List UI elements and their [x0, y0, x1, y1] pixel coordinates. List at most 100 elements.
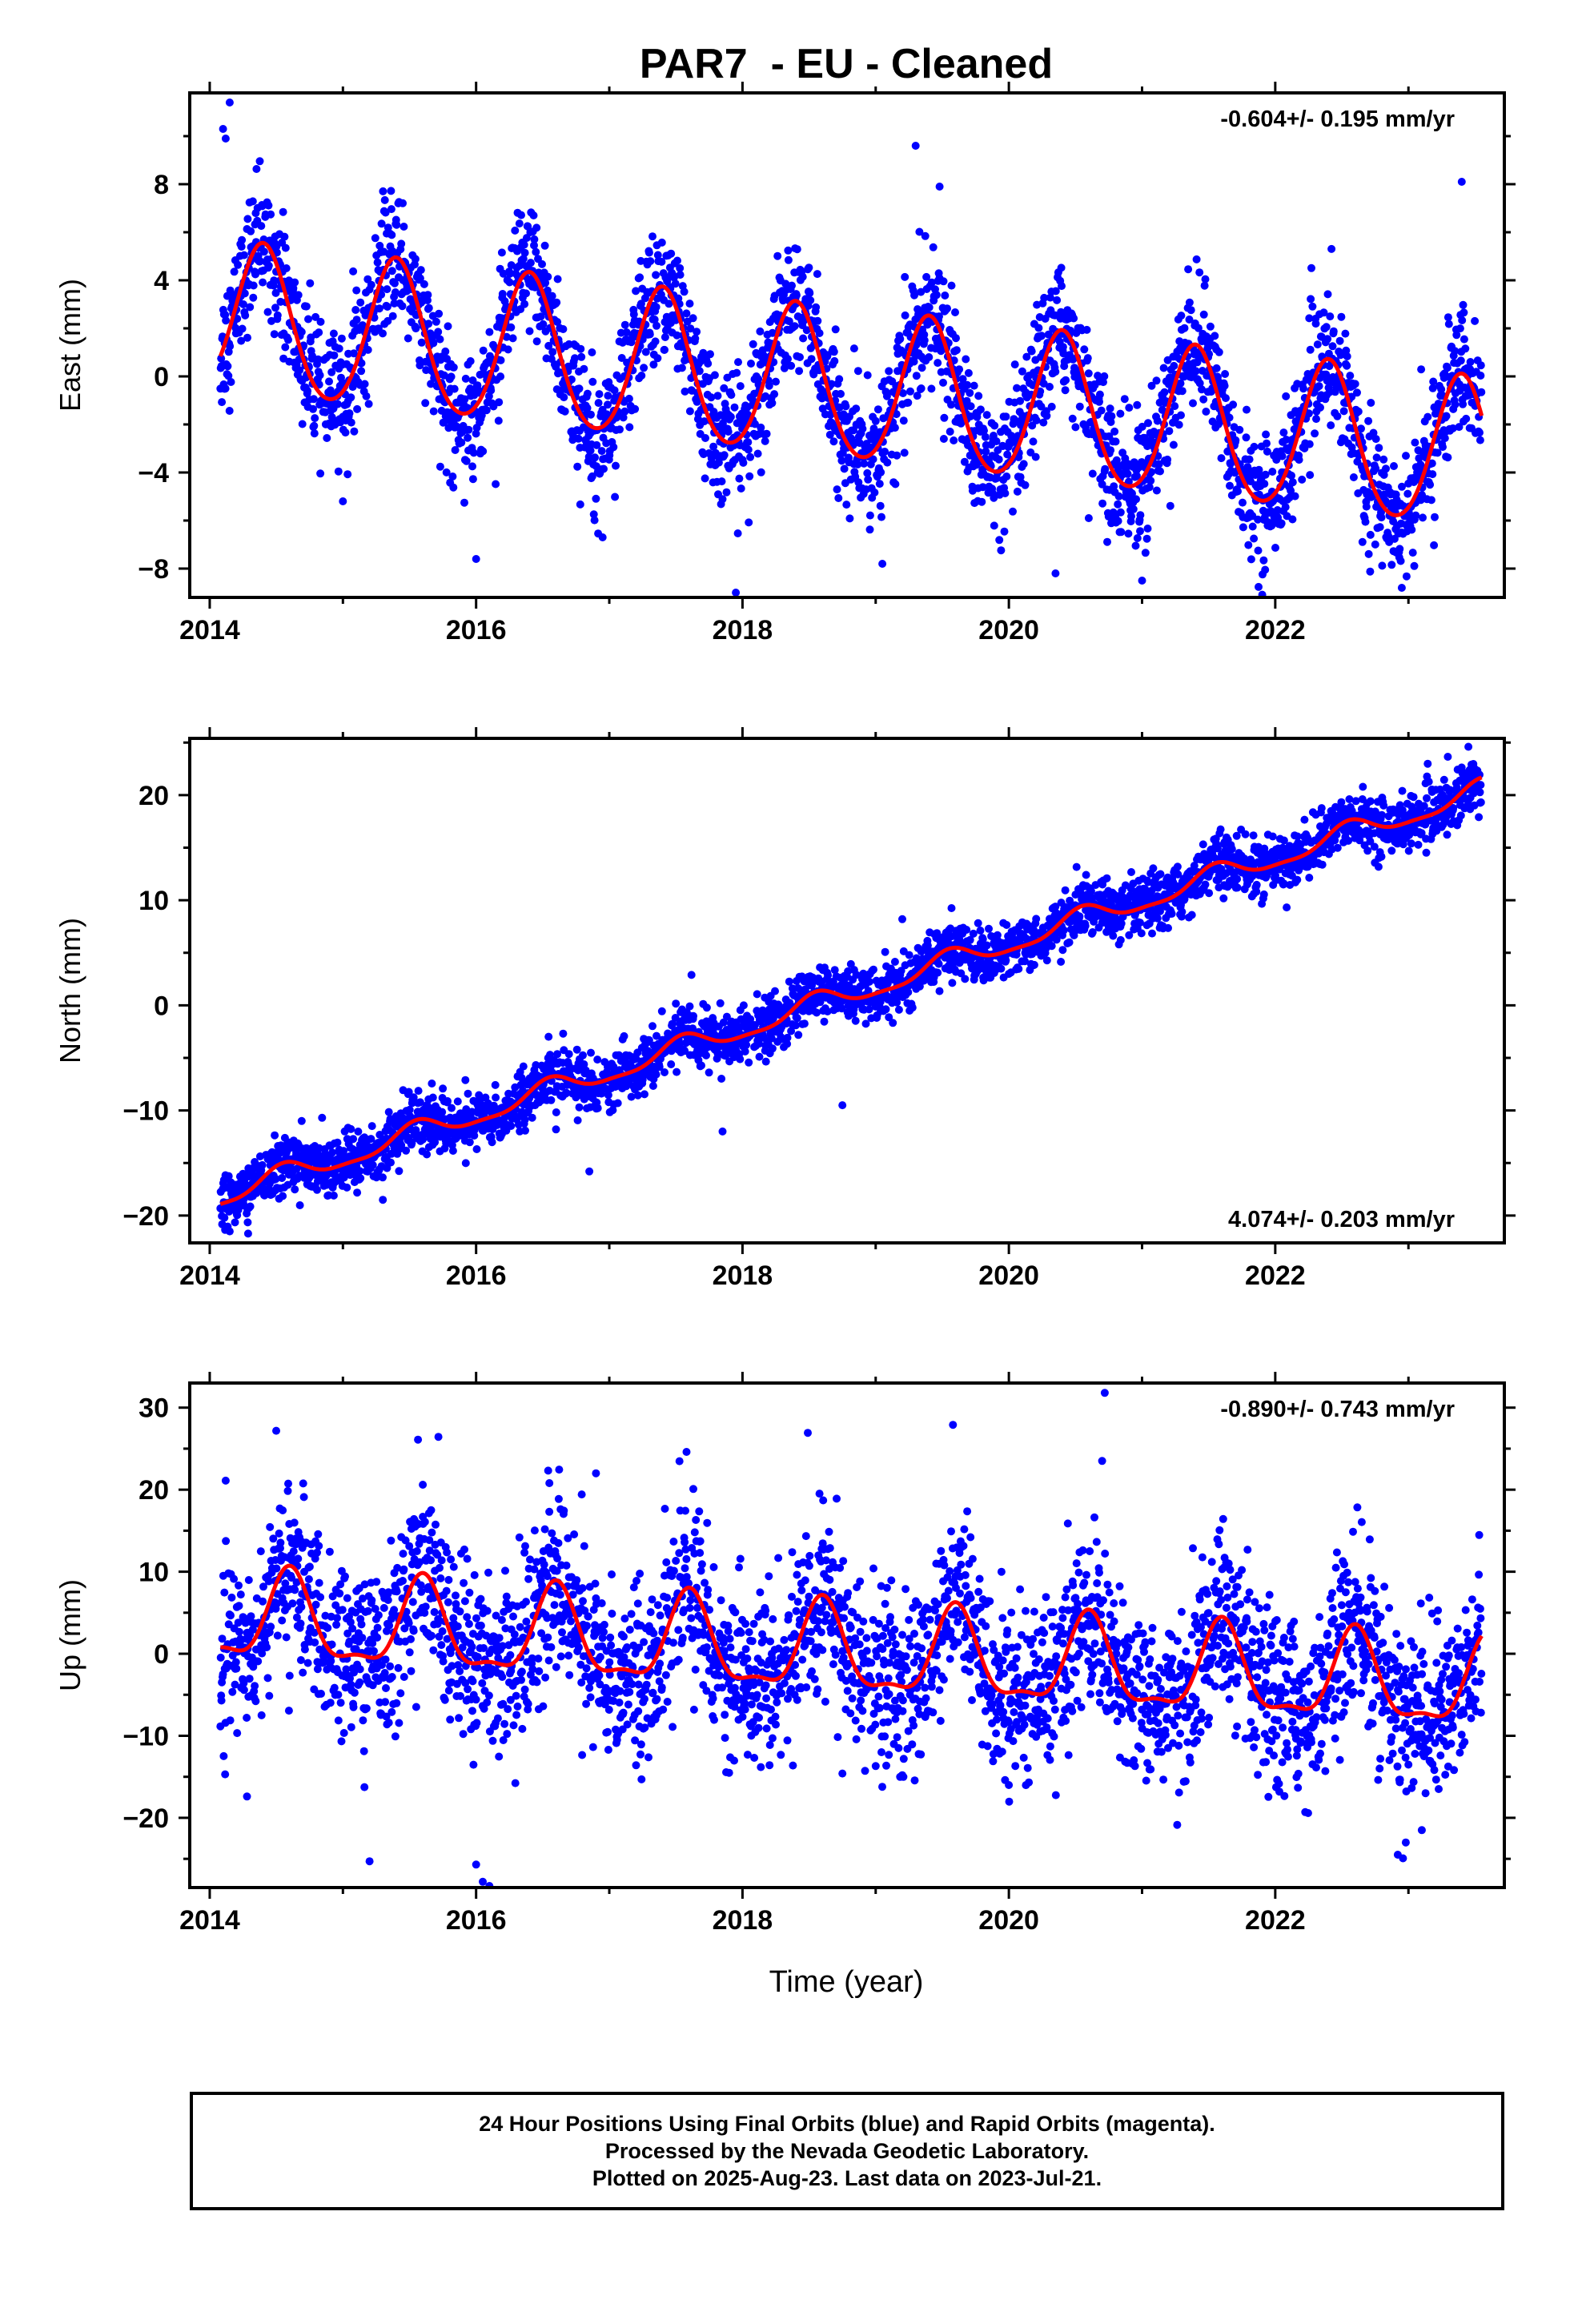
- data-point: [339, 1147, 348, 1156]
- data-point: [617, 354, 626, 362]
- data-point: [600, 464, 608, 473]
- data-point: [657, 257, 666, 266]
- data-point: [588, 348, 596, 356]
- data-point: [284, 336, 292, 344]
- data-point: [575, 384, 584, 393]
- data-point: [1319, 308, 1328, 317]
- data-point: [350, 349, 358, 358]
- data-point: [1305, 440, 1314, 448]
- data-point: [392, 220, 401, 229]
- data-point: [220, 1213, 229, 1222]
- data-point: [544, 1032, 553, 1041]
- data-point: [583, 404, 592, 412]
- data-point: [1221, 370, 1230, 378]
- data-point: [981, 432, 990, 441]
- data-point: [934, 959, 943, 968]
- data-point: [444, 322, 452, 331]
- data-point: [224, 372, 233, 380]
- data-point: [963, 380, 972, 389]
- data-point: [1443, 453, 1452, 462]
- data-point: [1261, 565, 1270, 574]
- data-point: [310, 429, 319, 438]
- data-point: [1215, 348, 1223, 356]
- data-point: [834, 494, 843, 502]
- data-point: [813, 270, 821, 279]
- data-point: [541, 279, 550, 287]
- data-point: [783, 1039, 792, 1048]
- data-point: [258, 1160, 267, 1169]
- data-point: [1046, 293, 1054, 302]
- data-point: [685, 1002, 694, 1011]
- data-point: [756, 327, 765, 336]
- data-point: [982, 411, 991, 420]
- data-point: [1341, 329, 1350, 338]
- data-point: [1364, 416, 1373, 425]
- data-point: [871, 416, 880, 425]
- data-point: [1058, 343, 1067, 352]
- data-point: [226, 342, 235, 351]
- data-point: [652, 1031, 661, 1040]
- data-point: [1144, 419, 1152, 428]
- data-point: [852, 971, 861, 979]
- data-point: [574, 434, 583, 443]
- data-point: [1178, 387, 1186, 396]
- data-point: [997, 546, 1006, 555]
- data-point: [894, 1005, 903, 1014]
- data-point: [351, 306, 360, 314]
- data-point: [304, 315, 312, 324]
- data-point: [1202, 408, 1211, 416]
- data-point: [234, 260, 243, 269]
- data-point: [695, 367, 704, 376]
- data-point: [820, 1017, 829, 1026]
- data-point: [1295, 456, 1303, 464]
- data-point: [640, 1090, 648, 1099]
- data-point: [591, 453, 599, 462]
- data-point: [1288, 478, 1297, 487]
- data-point: [620, 320, 629, 329]
- data-point: [950, 436, 958, 444]
- data-point: [461, 374, 470, 383]
- data-point: [1016, 396, 1025, 405]
- data-point: [575, 1103, 584, 1112]
- data-point: [306, 279, 315, 287]
- data-point: [978, 483, 987, 492]
- data-point: [610, 386, 619, 395]
- x-tick-label: 2020: [978, 615, 1039, 645]
- data-point: [745, 518, 753, 527]
- data-point: [576, 500, 584, 509]
- data-point: [724, 428, 733, 436]
- data-point: [450, 384, 459, 393]
- data-point: [379, 329, 387, 338]
- data-point: [391, 279, 399, 287]
- data-point: [553, 318, 562, 326]
- data-point: [1282, 392, 1291, 400]
- data-point: [295, 366, 304, 375]
- data-point: [1322, 370, 1331, 379]
- data-point: [1477, 388, 1486, 396]
- data-point: [800, 1019, 809, 1028]
- data-point: [1451, 347, 1460, 356]
- data-point: [689, 1024, 697, 1033]
- data-point: [896, 335, 905, 344]
- data-point: [1258, 590, 1267, 597]
- data-point: [904, 398, 913, 407]
- data-point: [1239, 523, 1247, 532]
- outlier-point: [878, 560, 887, 568]
- data-point: [1101, 464, 1110, 473]
- data-point: [1306, 471, 1315, 480]
- data-point: [616, 425, 624, 434]
- data-point: [416, 274, 424, 283]
- data-point: [913, 392, 921, 400]
- data-point: [702, 1003, 711, 1012]
- data-point: [665, 300, 673, 308]
- data-point: [584, 452, 593, 461]
- data-point: [468, 475, 477, 484]
- data-point: [910, 291, 918, 300]
- data-point: [1288, 515, 1297, 524]
- data-point: [316, 469, 325, 478]
- data-point: [976, 405, 985, 414]
- data-point: [1032, 416, 1041, 424]
- data-point: [686, 324, 695, 333]
- data-point: [701, 434, 709, 442]
